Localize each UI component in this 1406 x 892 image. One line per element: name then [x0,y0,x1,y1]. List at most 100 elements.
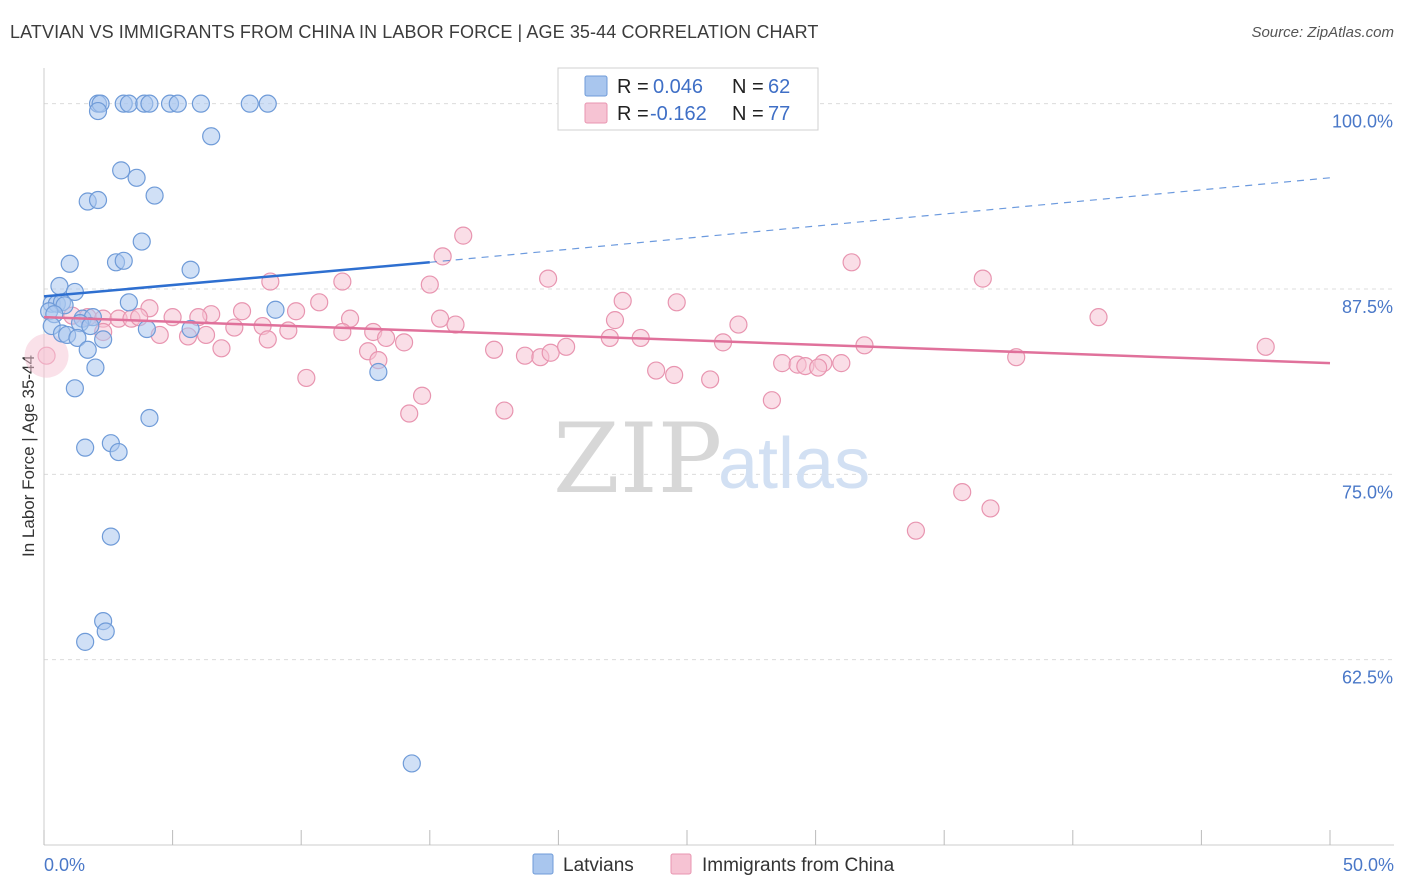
data-point [266,300,285,319]
data-point [119,94,138,113]
data-point [369,362,388,382]
data-point [973,269,992,288]
watermark: ZIP atlas [553,403,870,515]
watermark-atlas: atlas [718,424,870,504]
data-point [225,318,244,337]
bottom-legend-swatch-china [670,853,692,875]
data-point [76,632,95,651]
y-tick-label: 62.5% [1342,668,1393,688]
data-point [515,346,535,365]
data-point [109,442,128,462]
data-point [842,253,861,272]
data-point [376,328,396,348]
data-point [729,315,748,334]
trend-lines [43,177,1331,365]
data-point [140,408,159,428]
data-point [557,337,576,356]
data-point [832,354,851,373]
data-point [94,330,113,349]
bottom-legend-swatch-latvians [532,853,554,875]
chart-source: Source: ZipAtlas.com [1251,24,1394,41]
legend-r-value-1: 0.046 [653,76,703,98]
data-point [168,94,187,113]
series-latvians [40,94,421,773]
stats-legend: R = 0.046 N = 62 R = -0.162 N = 77 [557,67,819,131]
data-point [78,340,97,359]
data-point [454,226,473,245]
gridlines [44,103,1394,661]
data-point [333,322,352,342]
data-point [114,251,133,270]
watermark-zip: ZIP [553,403,722,515]
data-point [400,404,419,423]
data-point [145,186,164,205]
data-point [953,483,972,502]
data-point [140,94,159,113]
data-point [86,358,105,377]
data-point [420,275,439,294]
data-point [433,247,452,266]
data-point [232,302,252,321]
legend-n-value-2: 77 [768,103,790,125]
data-point [412,386,432,405]
data-point [137,319,156,339]
data-point [112,161,131,180]
bottom-legend-label-latvians: Latvians [563,855,634,876]
data-point [119,293,138,312]
data-point [240,94,259,113]
data-point [665,365,684,385]
data-point [212,339,231,358]
data-point [605,311,625,330]
data-point [88,101,108,121]
data-point [981,499,1000,518]
axes [43,68,1394,846]
data-point [202,127,221,146]
data-point [809,358,828,377]
data-point [647,361,666,380]
x-tick-label-max: 50.0% [1343,855,1394,875]
data-point [181,319,200,339]
y-tick-label: 87.5% [1342,297,1393,317]
data-point [430,309,450,328]
legend-n-value-1: 62 [768,76,790,98]
data-point-cluster [24,333,69,378]
data-point [539,269,558,288]
data-point [667,293,686,312]
data-point [96,622,115,641]
data-point [1089,308,1108,327]
data-point [701,370,720,389]
trend-line-china [43,315,1331,365]
data-point [60,254,79,273]
data-point [333,272,352,291]
data-point [181,260,200,279]
data-point [196,325,216,345]
y-axis-label: In Labor Force | Age 35-44 [19,355,38,557]
x-tick-label-min: 0.0% [44,855,85,875]
data-point [68,328,87,348]
legend-r-label-1: R = [617,76,649,98]
legend-swatch-china [584,102,608,124]
data-point [485,340,504,359]
bottom-legend-label-china: Immigrants from China [702,855,895,876]
data-point [310,293,329,312]
y-tick-label: 75.0% [1342,482,1393,502]
data-point [402,754,421,773]
data-point [297,368,316,388]
legend-n-label-1: N = [732,76,764,98]
data-point [81,316,100,336]
data-point [258,94,277,113]
data-point [394,333,414,352]
data-point [191,94,210,113]
data-point [906,521,926,540]
data-point [132,232,151,251]
data-point [101,527,120,546]
legend-r-value-2: -0.162 [650,103,707,125]
chart-title: LATVIAN VS IMMIGRANTS FROM CHINA IN LABO… [10,22,819,42]
data-point [1256,337,1275,356]
data-point [258,330,277,349]
data-point [773,354,792,373]
legend-n-label-2: N = [732,103,764,125]
trend-line-latvians [43,261,430,298]
data-point [286,302,306,321]
